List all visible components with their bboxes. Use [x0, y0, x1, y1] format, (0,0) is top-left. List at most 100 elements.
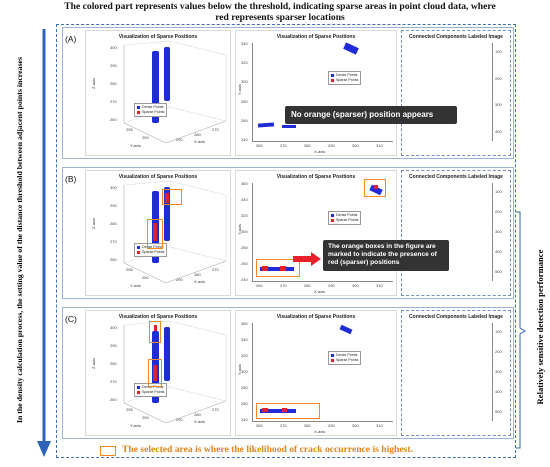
legend-sparse-swatch: [331, 218, 334, 222]
legend-sparse-swatch: [137, 110, 140, 114]
bottom-legend: The selected area is where the likelihoo…: [100, 444, 500, 460]
sparse-points-bottom-2: [280, 266, 286, 271]
plot-3d-ylabel: Y-axis: [130, 283, 141, 288]
sparse-points-top: [154, 325, 157, 331]
plot-3d-ztick: 290: [110, 63, 117, 68]
plot-2d-axes: [252, 323, 393, 422]
plot-3d-title: Visualization of Sparse Positions: [118, 34, 198, 40]
panel-label: (C): [65, 314, 77, 324]
plot-3d: Visualization of Sparse Positions Dense …: [85, 30, 231, 156]
plot-3d-axes: [123, 180, 227, 284]
plot-2d-xtick: 270: [280, 423, 287, 428]
plot-3d-ztick: 300: [110, 325, 117, 330]
plot-2d-xlabel: X-axis: [314, 149, 326, 154]
plot-3d-ztick: 270: [110, 239, 117, 244]
plot-3d-axes: [123, 40, 227, 144]
plot-cc-ytick: 100: [495, 49, 502, 54]
plot-cc-ytick: 200: [495, 349, 502, 354]
plot-2d-xtick: 270: [280, 283, 287, 288]
plot-2d-xtick: 280: [304, 423, 311, 428]
plot-3d-xtick: 270: [212, 127, 219, 132]
plot-3d-xtick: 270: [212, 407, 219, 412]
legend-dense-label: Dense Points: [336, 213, 358, 217]
plot-cc-axis-line: [492, 183, 493, 281]
plot-2d-ytick: 300: [241, 79, 248, 85]
plot-2d: Visualization of Sparse Positions Y-axis…: [235, 30, 397, 156]
plot-3d-ylabel: Y-axis: [130, 143, 141, 148]
plot-2d-ytick: 280: [241, 245, 248, 250]
plot-2d-xtick: 300: [352, 283, 359, 288]
plot-3d-xlabel: X-axis: [194, 419, 206, 424]
panel-a: (A) Visualization of Sparse Positions De…: [62, 27, 514, 159]
plot-3d-ztick: 290: [110, 343, 117, 348]
plot-2d-xtick: 310: [376, 423, 383, 428]
sparse-points-bottom-1: [262, 408, 268, 412]
plot-cc-axis-line: [492, 323, 493, 421]
sparse-points-top-right: [374, 185, 378, 189]
plot-3d-ztick: 280: [110, 81, 117, 86]
plot-cc-title: Connected Components Labeled Image: [409, 34, 503, 40]
dense-points-bottom: [260, 267, 294, 271]
plot-2d-xtick: 300: [352, 143, 359, 148]
plot-2d-xlabel: X-axis: [314, 289, 326, 294]
legend-sparse-label: Sparse Points: [142, 110, 165, 114]
legend-dense-swatch: [331, 73, 334, 77]
plot-3d-ytick: 250: [142, 275, 149, 280]
panel-label: (A): [65, 34, 77, 44]
plot-3d-ztick: 270: [110, 379, 117, 384]
panel-b: (B) Visualization of Sparse Positions De…: [62, 167, 514, 299]
plot-cc-ytick: 300: [495, 102, 502, 108]
plot-3d-xtick: 290: [176, 137, 183, 142]
legend-dense-label: Dense Points: [336, 73, 358, 77]
dense-points-bottom: [260, 409, 296, 413]
legend-sparse-swatch: [137, 390, 140, 394]
left-down-arrow: [37, 29, 51, 457]
plot-3d-ztick: 260: [110, 397, 117, 402]
dense-cluster-right: [164, 47, 170, 101]
plot-3d-ytick: 250: [142, 135, 149, 140]
plot-3d-xtick: 280: [194, 412, 201, 417]
legend-dense-label: Dense Points: [142, 245, 164, 249]
legend-dense-swatch: [331, 353, 334, 357]
plot-2d-xtick: 300: [352, 423, 359, 428]
plot-2d-ytick: 260: [241, 117, 248, 123]
plot-3d-ytick: 255: [126, 127, 133, 132]
plot-cc-ytick: 400: [495, 249, 502, 254]
plot-3d-ztick: 270: [110, 99, 117, 104]
plot-2d-ytick: 260: [241, 261, 248, 266]
legend-sparse-label: Sparse Points: [142, 250, 165, 254]
plot-cc-ytick: 300: [495, 229, 502, 234]
plot-cc: Connected Components Labeled Image 100 20…: [401, 170, 511, 296]
plot-2d-xtick: 270: [280, 143, 287, 148]
panel-c: (C) Visualization of Sparse Positions De…: [62, 307, 514, 439]
plot-3d-ztick: 260: [110, 117, 117, 122]
plot-cc-ytick: 200: [495, 209, 502, 214]
plot-2d-ytick: 360: [241, 321, 248, 326]
plot-3d-title: Visualization of Sparse Positions: [118, 174, 198, 180]
plot-2d-xlabel: X-axis: [314, 429, 326, 434]
plot-3d-legend: Dense Points Sparse Points: [134, 243, 168, 257]
plot-2d-xtick: 260: [256, 423, 263, 428]
plot-cc-ytick: 400: [495, 129, 502, 134]
dense-cluster-left: [152, 51, 159, 123]
plot-cc-ytick: 100: [495, 329, 502, 334]
highlight-box-2d-bottom: [256, 259, 300, 277]
plot-3d-zlabel: Z-axis: [90, 78, 96, 89]
plot-2d-xtick: 260: [256, 283, 263, 288]
plot-cc-title: Connected Components Labeled Image: [409, 314, 503, 320]
figure-title: The colored part represents values below…: [64, 1, 496, 23]
plot-2d-ytick: 300: [241, 229, 248, 234]
plot-2d-legend: Dense Points Sparse Points: [328, 211, 362, 225]
plot-3d-ztick: 300: [110, 45, 117, 50]
plot-3d-xtick: 270: [212, 267, 219, 272]
dense-cluster-right: [164, 327, 170, 381]
plot-2d-title: Visualization of Sparse Positions: [276, 34, 356, 40]
plot-cc-ytick: 500: [495, 409, 502, 414]
right-bracket: [516, 211, 526, 449]
plot-2d-ytick: 360: [241, 181, 248, 186]
highlight-box-3d-top: [149, 321, 161, 343]
plot-2d-xtick: 310: [376, 143, 383, 148]
plot-2d: Visualization of Sparse Positions Y-axis…: [235, 170, 397, 296]
plot-cc: Connected Components Labeled Image 100 20…: [401, 30, 511, 156]
